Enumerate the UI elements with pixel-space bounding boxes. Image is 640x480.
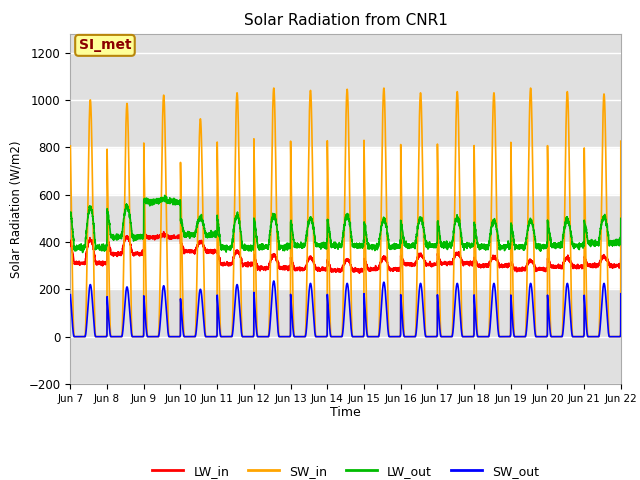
- LW_in: [166, 235, 173, 241]
- Bar: [70, 289, 621, 336]
- LW_in: [617, 255, 625, 261]
- SW_out: [70, 334, 78, 339]
- Line: LW_in: LW_in: [70, 232, 621, 273]
- SW_out: [325, 320, 333, 325]
- SW_out: [270, 278, 278, 284]
- LW_in: [325, 262, 333, 267]
- Legend: LW_in, SW_in, LW_out, SW_out: LW_in, SW_in, LW_out, SW_out: [147, 460, 544, 480]
- LW_out: [161, 192, 168, 198]
- LW_in: [616, 260, 624, 266]
- Line: SW_in: SW_in: [70, 88, 621, 336]
- Bar: [70, 34, 621, 100]
- Bar: [70, 100, 621, 147]
- SW_in: [325, 269, 333, 275]
- LW_in: [160, 229, 168, 235]
- LW_out: [79, 250, 86, 255]
- LW_out: [616, 238, 624, 243]
- SW_in: [439, 334, 447, 339]
- X-axis label: Time: Time: [330, 407, 361, 420]
- LW_in: [356, 270, 364, 276]
- SW_out: [469, 334, 477, 339]
- Text: SI_met: SI_met: [79, 38, 131, 52]
- Line: SW_out: SW_out: [70, 281, 621, 336]
- SW_out: [67, 292, 74, 298]
- LW_out: [67, 212, 74, 218]
- LW_out: [469, 242, 477, 248]
- SW_out: [166, 334, 173, 339]
- Bar: [70, 336, 621, 384]
- LW_in: [67, 238, 74, 243]
- Title: Solar Radiation from CNR1: Solar Radiation from CNR1: [244, 13, 447, 28]
- LW_out: [166, 196, 173, 202]
- SW_in: [469, 334, 477, 339]
- SW_out: [439, 334, 447, 339]
- SW_in: [617, 138, 625, 144]
- SW_out: [616, 334, 624, 339]
- LW_out: [617, 216, 625, 221]
- SW_out: [500, 334, 508, 339]
- LW_in: [500, 264, 508, 270]
- SW_in: [70, 334, 78, 339]
- LW_out: [500, 242, 508, 248]
- SW_out: [617, 291, 625, 297]
- LW_in: [469, 259, 477, 264]
- SW_in: [616, 333, 624, 339]
- SW_in: [166, 334, 173, 339]
- SW_in: [270, 85, 278, 91]
- Y-axis label: Solar Radiation (W/m2): Solar Radiation (W/m2): [10, 140, 23, 277]
- Line: LW_out: LW_out: [70, 195, 621, 252]
- SW_in: [500, 334, 508, 339]
- LW_out: [439, 244, 447, 250]
- Bar: [70, 194, 621, 242]
- LW_in: [439, 262, 447, 267]
- SW_in: [67, 143, 74, 149]
- LW_out: [325, 225, 333, 231]
